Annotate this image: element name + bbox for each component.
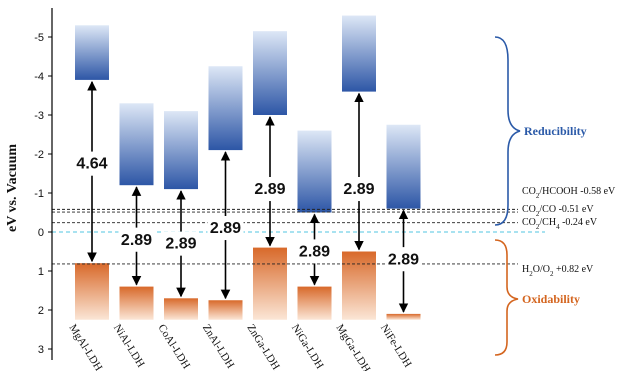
gap-label-bg [296,239,333,262]
y-tick-label: 2 [38,305,44,317]
band-gap-label: 4.64 [76,156,107,173]
category-label: MgGa-LDH [333,322,372,371]
conduction-band [208,66,243,151]
gap-label-bg [118,227,155,250]
band-gap-label: 2.89 [388,251,419,268]
y-axis: -5 -4 -3 -2 -1 0 1 2 3 [34,8,53,360]
valence-band [75,263,109,320]
y-tick-label: -2 [34,149,44,161]
conduction-band [75,25,109,80]
brace-annotation-layer: Reducibility Oxidability [494,36,587,356]
valence-band [119,286,154,320]
band-gap-label: 2.89 [121,232,152,249]
gap-label-bg [207,216,244,239]
oxidability-brace [494,239,519,356]
gap-label-bg [252,177,288,200]
category-label: CoAl-LDH [155,322,192,371]
y-axis-label: eV vs. Vacuum [5,144,20,232]
y-tick-label: -4 [34,71,44,83]
conduction-band [119,103,154,186]
category-label: NiAl-LDH [111,322,147,369]
band-gap-label: 2.89 [343,181,374,198]
category-label: NiFe-LDH [378,322,414,369]
category-label: MgAl-LDH [66,322,104,371]
band-layer [75,15,421,320]
reference-level-label: CO2/HCOOH -0.58 eV [522,186,616,200]
valence-band [253,247,287,320]
valence-band [164,298,198,320]
gap-label-bg [385,247,422,270]
reference-level-label: CO2/CO -0.51 eV [522,204,594,218]
conduction-band [342,15,376,92]
y-tick-label: -3 [34,110,44,122]
y-tick-label: -1 [34,188,44,200]
valence-band [386,313,421,320]
oxidability-label: Oxidability [522,292,580,306]
y-tick-label: 3 [38,344,44,356]
valence-band [342,251,376,320]
gap-label-bg [163,231,199,254]
category-label: NiGa-LDH [289,322,326,371]
category-label: ZnGa-LDH [244,322,281,371]
band-gap-label: 2.89 [299,243,330,260]
conduction-band [386,124,421,209]
reducibility-brace [494,36,521,226]
y-tick-label: -5 [34,32,44,44]
category-label: ZnAl-LDH [200,322,236,370]
y-tick-label: 0 [38,227,44,239]
band-gap-label: 2.89 [165,236,196,253]
reference-level-label: CO2/CH4 -0.24 eV [522,217,598,231]
reducibility-label: Reducibility [524,124,587,138]
valence-band [208,300,243,320]
category-label-layer: MgAl-LDH NiAl-LDH CoAl-LDH ZnAl-LDH ZnGa-LDH… [66,322,413,371]
conduction-band [253,31,287,115]
y-tick-label: 1 [38,266,44,278]
gap-label-bg [341,177,377,200]
reference-level-layer: CO2/HCOOH -0.58 eV CO2/CO -0.51 eVCO2/CH4… [52,186,616,278]
band-gap-arrow-layer: 4.64 2.89 2.89 2.89 2.89 2.89 2.89 2.89 [74,80,422,313]
reference-level-label: H2O/O2 +0.82 eV [522,264,594,278]
conduction-band [297,130,332,213]
valence-band [297,286,332,320]
band-gap-label: 2.89 [210,220,241,237]
band-gap-label: 2.89 [254,181,285,198]
gap-label-bg [74,151,110,174]
conduction-band [164,111,198,190]
